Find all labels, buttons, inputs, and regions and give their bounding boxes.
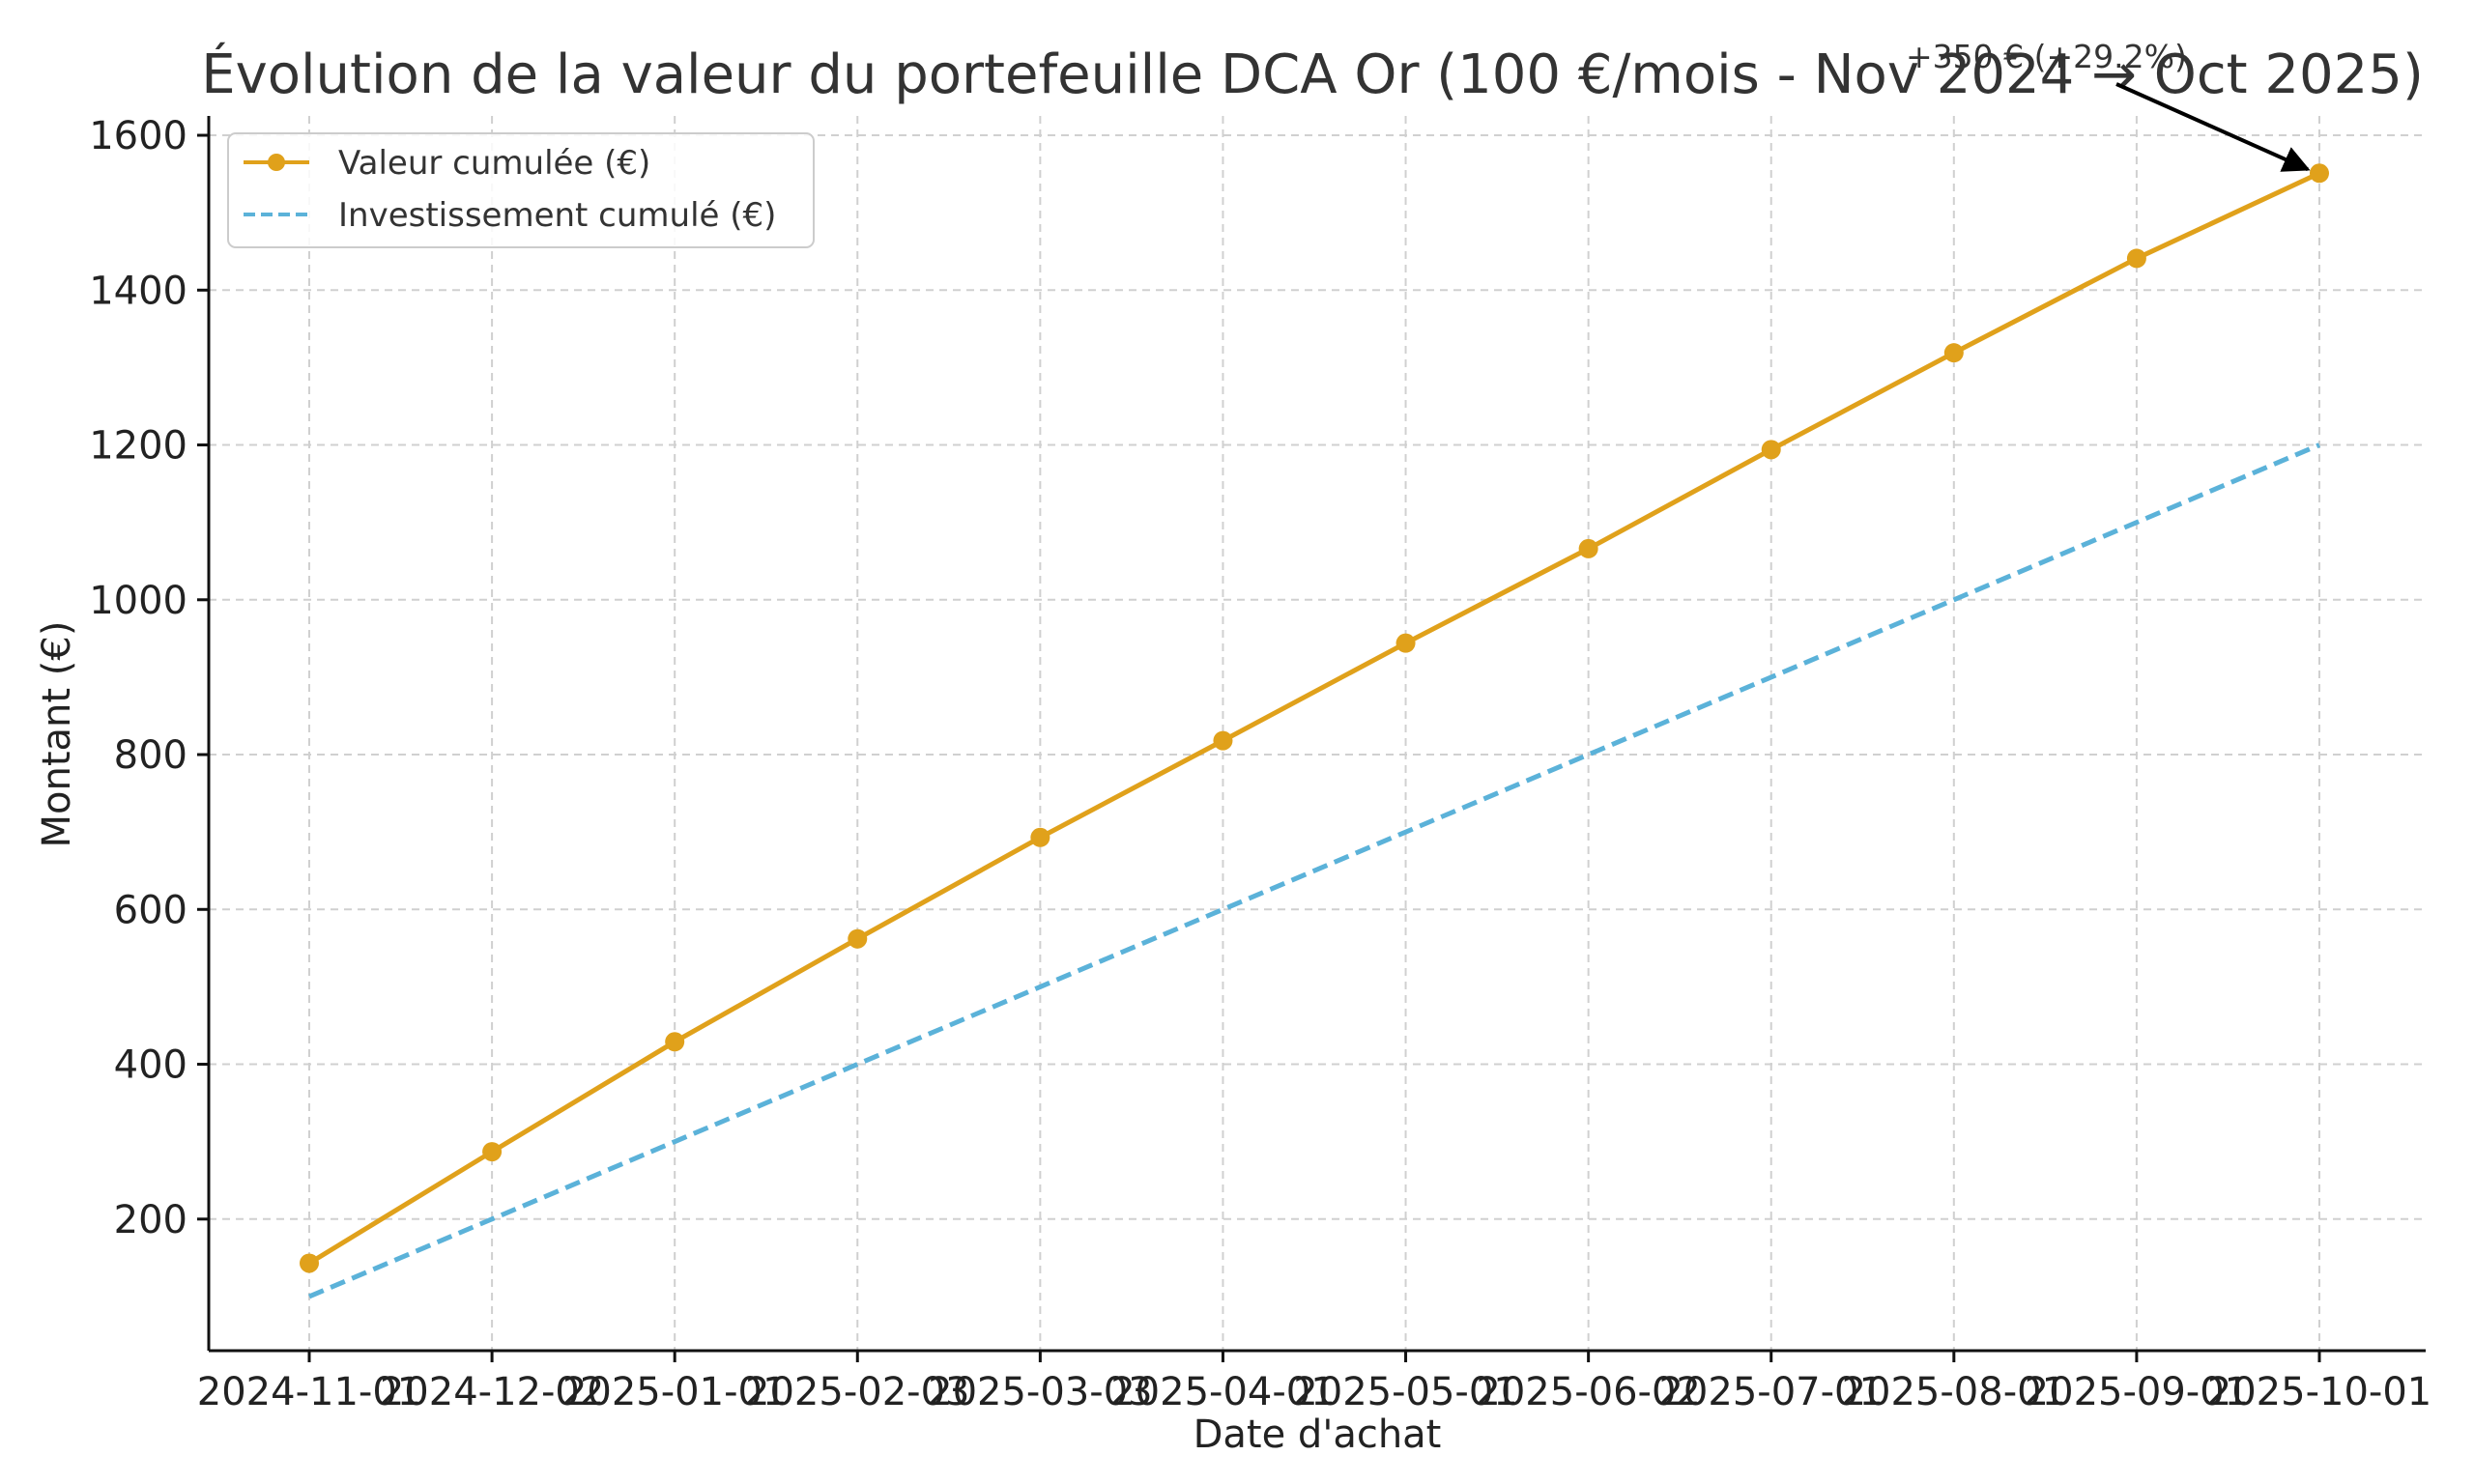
data-point (1578, 538, 1598, 558)
x-tick-label: 2025-06-02 (1476, 1370, 1700, 1414)
y-tick-label: 1600 (89, 114, 187, 158)
annotation: +350 € (+29.2%) (1906, 38, 2311, 172)
data-point (1395, 633, 1416, 653)
data-point (1213, 730, 1233, 751)
data-point (1943, 343, 1964, 363)
data-point (2310, 163, 2329, 184)
data-point (482, 1142, 503, 1162)
legend-label-valeur: Valeur cumulée (€) (338, 144, 650, 183)
legend-box (227, 132, 815, 248)
legend-label-investissement: Investissement cumulé (€) (338, 196, 776, 235)
series-layer (300, 163, 2329, 1299)
x-tick-label: 2024-12-02 (380, 1370, 604, 1414)
annotation-arrow (2115, 82, 2311, 172)
y-ticks: 200 400 600 800 1000 1200 1400 1600 (89, 114, 209, 1242)
data-point (2126, 248, 2146, 269)
data-point (1030, 827, 1050, 847)
data-point (1761, 440, 1781, 460)
x-tick-label: 2025-02-03 (745, 1370, 969, 1414)
y-tick-label: 1200 (89, 424, 187, 469)
series-line-0 (307, 171, 2321, 1266)
data-point (848, 928, 868, 949)
x-tick-label: 2025-08-01 (1842, 1370, 2066, 1414)
x-tick-label: 2025-03-03 (928, 1370, 1152, 1414)
y-tick-label: 1400 (89, 269, 187, 313)
y-tick-label: 600 (114, 888, 187, 932)
x-tick-label: 2025-01-01 (562, 1370, 787, 1414)
x-tick-label: 2025-05-01 (1293, 1370, 1517, 1414)
y-axis-label: Montant (€) (35, 621, 79, 848)
x-axis-label: Date d'achat (1194, 1413, 1442, 1457)
axes (207, 116, 2426, 1353)
y-tick-label: 200 (114, 1198, 187, 1242)
series-line-1 (308, 442, 2320, 1299)
x-ticks: 2024-11-012024-12-022025-01-012025-02-03… (197, 1351, 2431, 1414)
x-tick-label: 2025-10-01 (2207, 1370, 2431, 1414)
legend-marker-valeur (268, 154, 285, 171)
data-point (300, 1253, 319, 1273)
y-tick-label: 1000 (89, 579, 187, 623)
x-tick-label: 2024-11-01 (197, 1370, 421, 1414)
y-tick-label: 400 (114, 1043, 187, 1088)
data-point (665, 1032, 685, 1052)
y-tick-label: 800 (114, 733, 187, 778)
chart-title: Évolution de la valeur du portefeuille D… (201, 43, 2424, 106)
annotation-text: +350 € (+29.2%) (1906, 38, 2187, 75)
x-tick-label: 2025-07-01 (1658, 1370, 1883, 1414)
x-tick-label: 2025-04-01 (1110, 1370, 1335, 1414)
x-tick-label: 2025-09-01 (2025, 1370, 2249, 1414)
legend: Valeur cumulée (€) Investissement cumulé… (227, 132, 815, 248)
